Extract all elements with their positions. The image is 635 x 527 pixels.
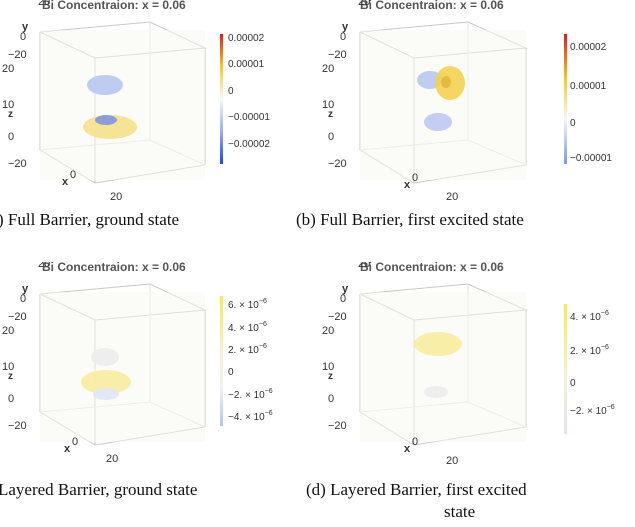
caption-c: Layered Barrier, ground state xyxy=(0,480,198,499)
axis-tick: 10 xyxy=(2,99,14,111)
density-lobe xyxy=(95,115,117,125)
colorbar-tick: 0 xyxy=(228,86,234,97)
axis-tick: 0 xyxy=(328,131,334,143)
caption-b: (b) Full Barrier, first excited state xyxy=(296,210,524,229)
axis-tick: −20 xyxy=(328,420,347,432)
axis-tick: 10 xyxy=(2,361,14,373)
axis-tick: 20 xyxy=(358,0,370,8)
colorbar-tick: 2. × 10−6 xyxy=(228,343,267,356)
axis-tick: 20 xyxy=(38,0,50,8)
density-lobe xyxy=(81,370,131,394)
density-lobe xyxy=(87,75,123,95)
axis-label-y: y xyxy=(342,283,349,295)
axis-tick: 0 xyxy=(70,169,76,181)
axis-label-y: y xyxy=(342,21,349,33)
colorbar-tick: 4. × 10−6 xyxy=(228,321,267,334)
axis-label-z: z xyxy=(8,371,13,382)
axis-tick: 20 xyxy=(446,455,458,467)
plot-3d-a: y 0 20 −20 20 10 z 0 −20 x 0 20 xyxy=(2,0,207,203)
axis-tick: 0 xyxy=(412,436,418,448)
axis-tick: −20 xyxy=(8,311,27,323)
axis-tick: 20 xyxy=(110,191,122,203)
axis-label-x: x xyxy=(404,179,411,191)
colorbar-tick: 2. × 10−6 xyxy=(570,344,609,357)
colorbar-tick: −4. × 10−6 xyxy=(228,410,273,423)
axis-tick: −20 xyxy=(8,420,27,432)
axis-tick: 20 xyxy=(322,325,334,337)
colorbar-tick: −2. × 10−6 xyxy=(228,388,273,401)
colorbar-tick: 0 xyxy=(570,378,576,389)
colorbar-tick: 0 xyxy=(228,367,234,378)
plot-title: Bi Concentraion: x = 0.06 xyxy=(42,0,186,12)
axis-tick: 0 xyxy=(20,293,26,305)
axis-tick: −20 xyxy=(328,311,347,323)
colorbar-tick: 0.00001 xyxy=(228,59,265,70)
density-lobe xyxy=(424,113,452,131)
caption-d-line1: (d) Layered Barrier, first excited xyxy=(306,480,527,499)
axis-tick: 0 xyxy=(340,293,346,305)
axis-tick: −20 xyxy=(328,49,347,61)
plot-3d-c: y 0 20 −20 20 10 z 0 −20 x 0 20 xyxy=(2,262,207,465)
colorbar-tick: 0 xyxy=(570,118,576,129)
colorbar-tick: −0.00001 xyxy=(570,153,612,164)
density-lobe xyxy=(424,386,448,398)
axis-tick: 0 xyxy=(340,31,346,43)
axis-label-y: y xyxy=(22,283,29,295)
colorbar-tick: 0.00002 xyxy=(228,33,265,44)
axis-tick: 20 xyxy=(38,262,50,270)
axis-label-x: x xyxy=(62,176,69,188)
density-lobe xyxy=(91,348,119,366)
colorbar-d: 4. × 10−6 2. × 10−6 0 −2. × 10−6 xyxy=(564,304,615,434)
colorbar-c: 6. × 10−6 4. × 10−6 2. × 10−6 0 −2. × 10… xyxy=(220,296,273,426)
axis-label-x: x xyxy=(64,443,71,455)
axis-tick: 0 xyxy=(412,172,418,184)
axis-tick: −20 xyxy=(8,49,27,61)
axis-tick: 0 xyxy=(328,393,334,405)
plot-title: Bi Concentraion: x = 0.06 xyxy=(360,0,504,12)
axis-tick: 0 xyxy=(8,393,14,405)
colorbar-tick: −2. × 10−6 xyxy=(570,404,615,417)
axis-label-z: z xyxy=(328,371,333,382)
axis-tick: −20 xyxy=(328,158,347,170)
axis-tick: 20 xyxy=(106,453,118,465)
colorbar-b: 0.00002 0.00001 0 −0.00001 xyxy=(564,34,612,164)
density-lobe xyxy=(414,332,462,356)
plot-3d-b: y 0 20 −20 20 10 z 0 −20 x 0 20 xyxy=(322,0,528,203)
axis-tick: 10 xyxy=(322,361,334,373)
axis-label-z: z xyxy=(328,109,333,120)
axis-tick: 20 xyxy=(446,191,458,203)
axis-label-z: z xyxy=(8,109,13,120)
axis-tick: 10 xyxy=(322,99,334,111)
axis-tick: −20 xyxy=(8,158,27,170)
axis-label-x: x xyxy=(404,443,411,455)
axis-tick: 20 xyxy=(322,63,334,75)
colorbar-tick: −0.00002 xyxy=(228,139,270,150)
axis-tick: 20 xyxy=(2,63,14,75)
colorbar-tick: 6. × 10−6 xyxy=(228,298,267,311)
caption-d-line2: state xyxy=(444,502,476,521)
axis-label-y: y xyxy=(22,21,29,33)
axis-tick: 0 xyxy=(20,31,26,43)
colorbar-tick: 0.00001 xyxy=(570,81,607,92)
axis-tick: 20 xyxy=(2,325,14,337)
colorbar-tick: 0.00002 xyxy=(570,42,607,53)
colorbar-tick: −0.00001 xyxy=(228,112,270,123)
axis-tick: 0 xyxy=(72,436,78,448)
colorbar-tick: 4. × 10−6 xyxy=(570,310,609,323)
axis-tick: 20 xyxy=(358,262,370,270)
plot-title: Bi Concentraion: x = 0.06 xyxy=(360,260,504,274)
axis-tick: 0 xyxy=(8,131,14,143)
plot-title: Bi Concentraion: x = 0.06 xyxy=(42,260,186,274)
density-lobe xyxy=(93,388,119,400)
colorbar-a: 0.00002 0.00001 0 −0.00001 −0.00002 xyxy=(220,33,270,164)
caption-a: ) Full Barrier, ground state xyxy=(0,210,180,229)
plot-3d-d: y 0 20 −20 20 10 z 0 −20 x 0 20 xyxy=(322,262,528,467)
density-lobe xyxy=(441,76,451,88)
